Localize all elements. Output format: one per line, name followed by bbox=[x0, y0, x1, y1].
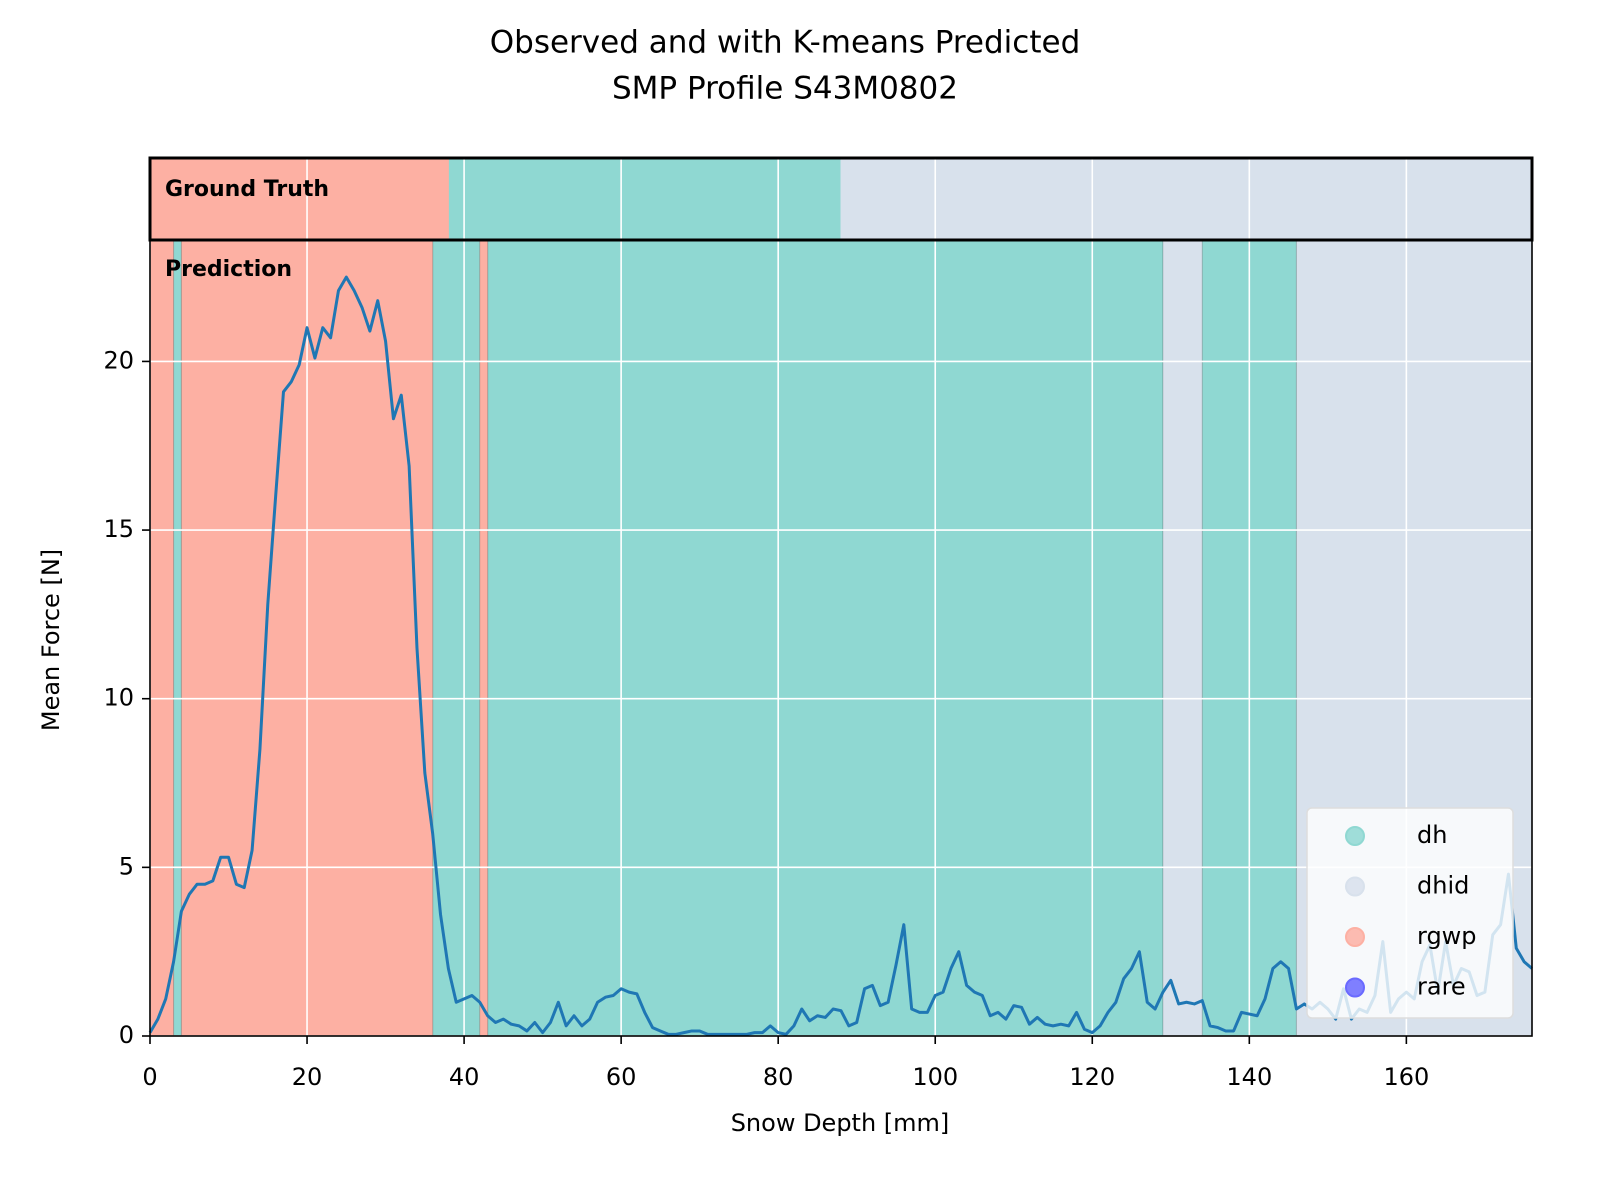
legend-label: rgwp bbox=[1417, 922, 1477, 950]
legend-label: rare bbox=[1417, 973, 1466, 1001]
prediction-label: Prediction bbox=[165, 257, 292, 282]
chart-subtitle: SMP Profile S43M0802 bbox=[612, 71, 958, 107]
chart-title: Observed and with K-means Predicted bbox=[490, 25, 1081, 61]
ground-truth-span bbox=[149, 157, 449, 241]
y-axis-label: Mean Force [N] bbox=[37, 549, 65, 731]
frame-layer bbox=[148, 156, 1534, 1037]
x-axis-label: Snow Depth [mm] bbox=[731, 1109, 950, 1137]
data-line bbox=[148, 275, 1533, 1036]
legend: dh dhid rgwp rare bbox=[1306, 807, 1514, 1019]
prediction-span bbox=[149, 239, 175, 1037]
prediction-span bbox=[479, 239, 489, 1037]
x-tick-label: 100 bbox=[912, 1063, 958, 1091]
legend-marker bbox=[1345, 876, 1365, 897]
ground-truth-span bbox=[840, 157, 1533, 241]
x-tick-label: 20 bbox=[292, 1063, 323, 1091]
legend-label: dhid bbox=[1417, 872, 1469, 900]
y-tick-label: 20 bbox=[103, 346, 134, 374]
legend-label: dh bbox=[1417, 821, 1447, 849]
legend-box bbox=[1306, 807, 1514, 1019]
legend-marker bbox=[1345, 977, 1365, 998]
x-tick-label: 60 bbox=[606, 1063, 637, 1091]
ground-truth-label: Ground Truth bbox=[165, 177, 329, 202]
x-tick-label: 40 bbox=[449, 1063, 480, 1091]
y-tick-label: 5 bbox=[119, 852, 134, 880]
axes-layer: 0 20 40 60 80 100 120 140 160 0 5 10 15 20 bbox=[103, 346, 1429, 1091]
y-tick-label: 15 bbox=[103, 515, 134, 543]
legend-marker bbox=[1345, 826, 1365, 846]
ground-truth-span bbox=[447, 157, 842, 241]
x-tick-label: 0 bbox=[142, 1063, 157, 1091]
legend-marker bbox=[1345, 927, 1365, 947]
x-tick-label: 80 bbox=[763, 1063, 794, 1091]
x-tick-label: 120 bbox=[1069, 1063, 1115, 1091]
prediction-span bbox=[487, 239, 1164, 1037]
line-layer bbox=[148, 275, 1533, 1036]
prediction-span bbox=[1162, 239, 1203, 1037]
y-tick-label: 0 bbox=[119, 1021, 134, 1049]
y-tick-label: 10 bbox=[103, 684, 134, 712]
plot-frame bbox=[149, 239, 1533, 1037]
x-tick-label: 160 bbox=[1383, 1063, 1429, 1091]
x-tick-label: 140 bbox=[1226, 1063, 1272, 1091]
